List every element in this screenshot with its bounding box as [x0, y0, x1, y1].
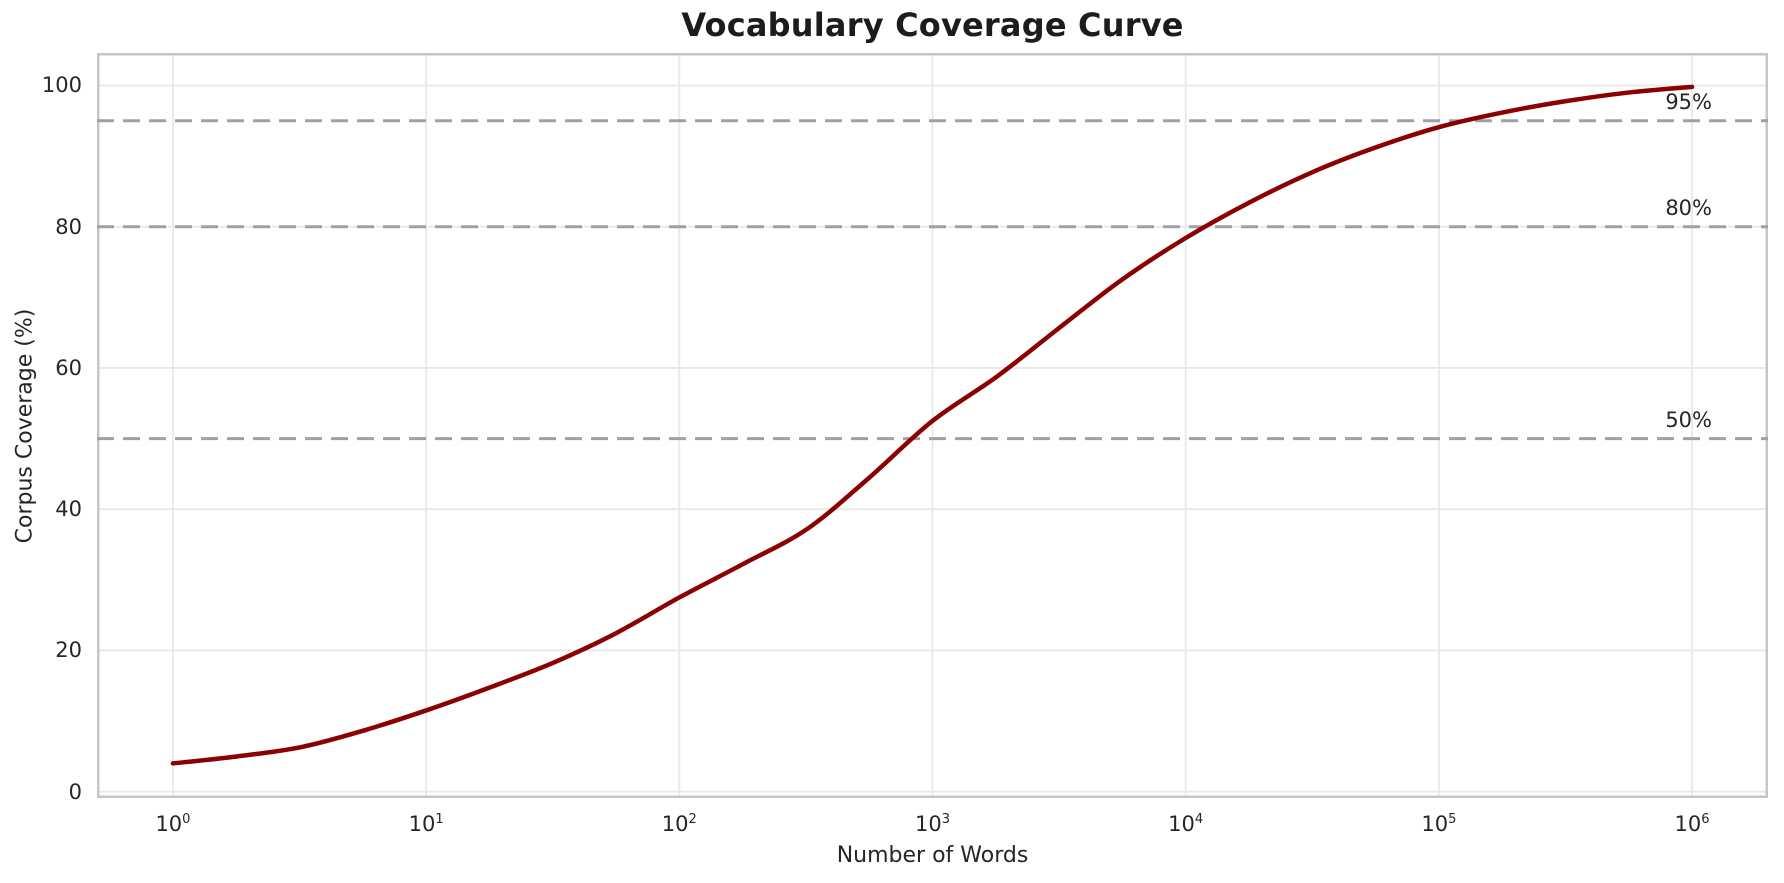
- x-tick-label-10e0: 100: [155, 812, 191, 836]
- reference-label-50: 50%: [1665, 407, 1712, 432]
- x-tick-label-10e2: 102: [661, 812, 697, 836]
- reference-label-95: 95%: [1665, 89, 1712, 114]
- x-tick-label-10e4: 104: [1168, 812, 1204, 836]
- y-tick-label-40: 40: [55, 497, 82, 522]
- x-axis-label: Number of Words: [836, 843, 1029, 868]
- reference-label-80: 80%: [1665, 195, 1712, 220]
- y-tick-label-0: 0: [68, 779, 82, 804]
- plot-canvas: [97, 53, 1768, 798]
- y-tick-label-100: 100: [41, 73, 82, 98]
- x-tick-label-10e6: 106: [1674, 812, 1710, 836]
- plot-border: [97, 53, 1768, 798]
- coverage-curve: [170, 84, 1695, 766]
- x-tick-label-10e5: 105: [1421, 812, 1457, 836]
- chart-title: Vocabulary Coverage Curve: [681, 6, 1184, 44]
- plot-area: [97, 53, 1768, 798]
- y-tick-label-60: 60: [55, 355, 82, 380]
- y-tick-label-20: 20: [55, 638, 82, 663]
- x-tick-label-10e1: 101: [408, 812, 444, 836]
- x-tick-label-10e3: 103: [914, 812, 950, 836]
- y-tick-label-80: 80: [55, 214, 82, 239]
